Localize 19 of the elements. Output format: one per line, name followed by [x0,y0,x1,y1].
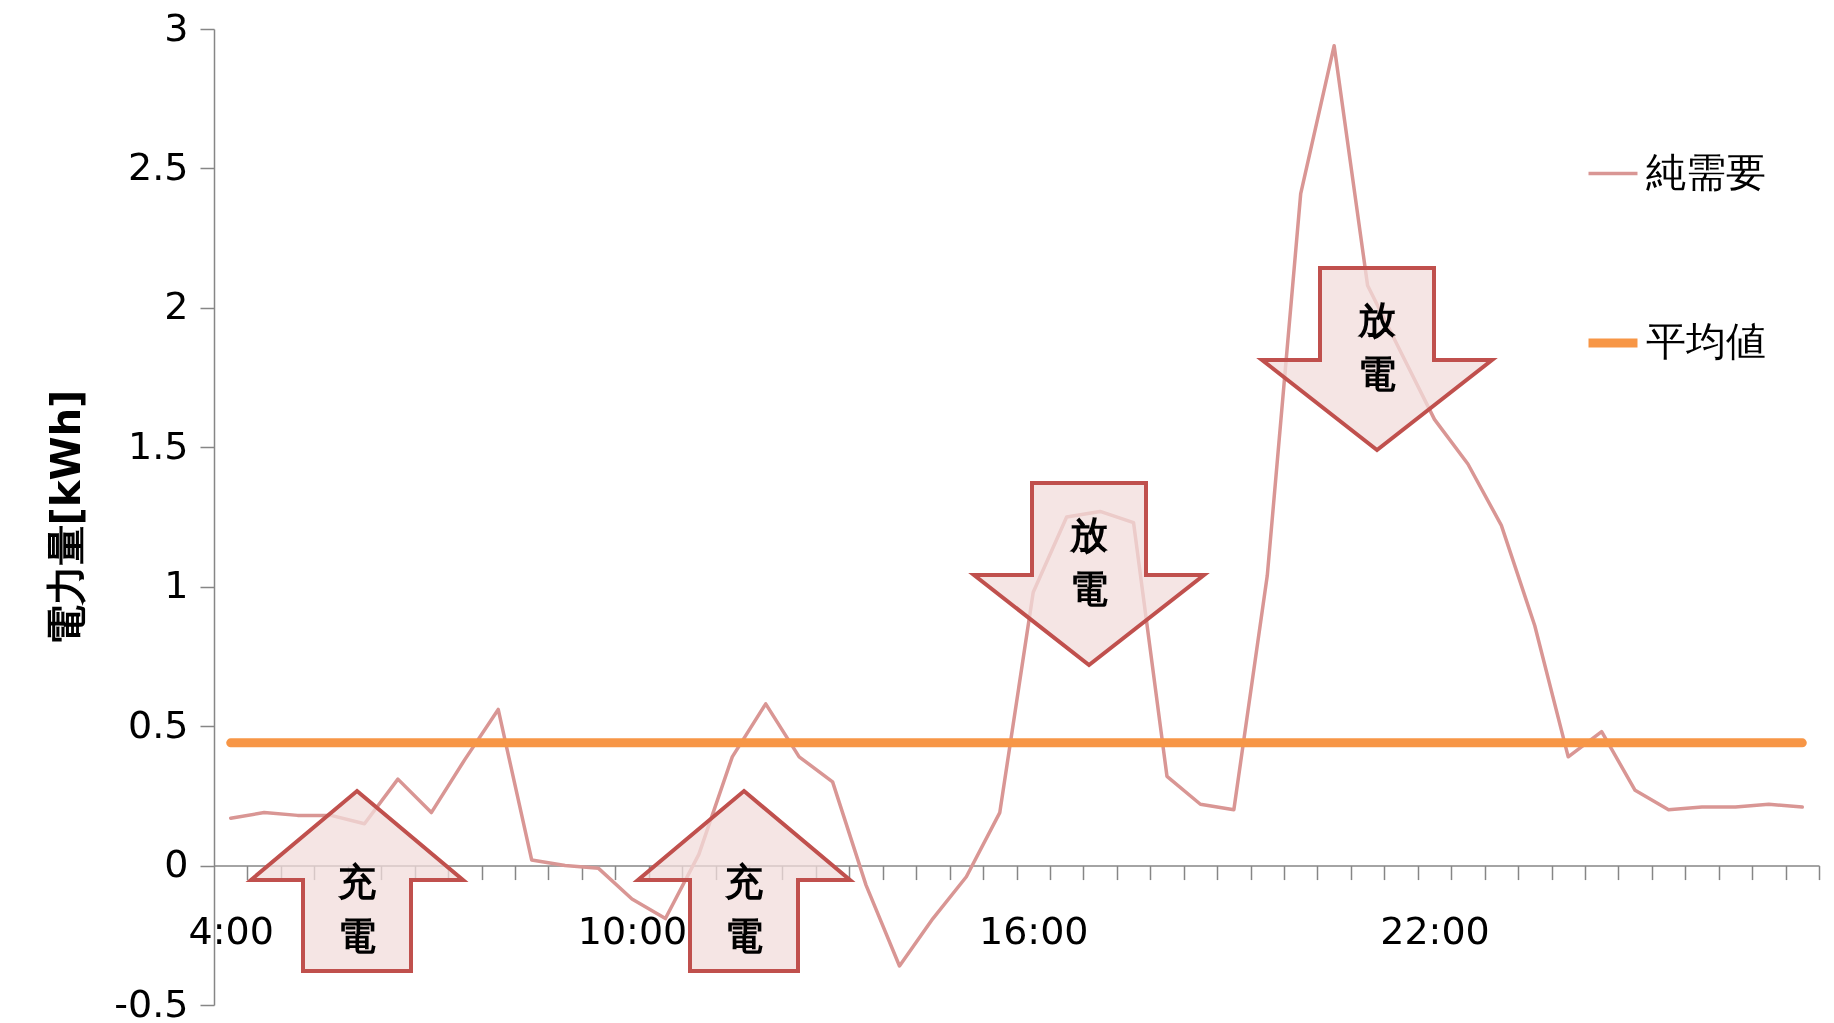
y-tick-label: 1.5 [128,423,189,468]
y-tick-label: 2.5 [128,144,189,189]
legend-label: 平均値 [1646,318,1766,364]
x-tick-label: 10:00 [577,909,688,954]
y-tick-label: 2 [164,284,189,329]
y-tick-label: 1 [164,563,189,608]
y-tick-label: 0 [164,842,189,887]
x-tick-label: 4:00 [188,909,274,954]
y-tick-label: -0.5 [114,981,189,1023]
x-tick-label: 22:00 [1380,909,1490,954]
y-tick-label: 3 [164,5,189,50]
y-axis-title: 電力量[kWh] [43,389,90,646]
legend-label: 純需要 [1646,148,1766,195]
annotation: 放電 [1357,298,1396,396]
x-tick-label: 16:00 [978,909,1089,954]
annotation: 放電 [1069,513,1108,611]
y-tick-label: 0.5 [128,702,189,747]
annotation: 充電 [724,860,763,958]
annotation: 充電 [337,860,376,958]
